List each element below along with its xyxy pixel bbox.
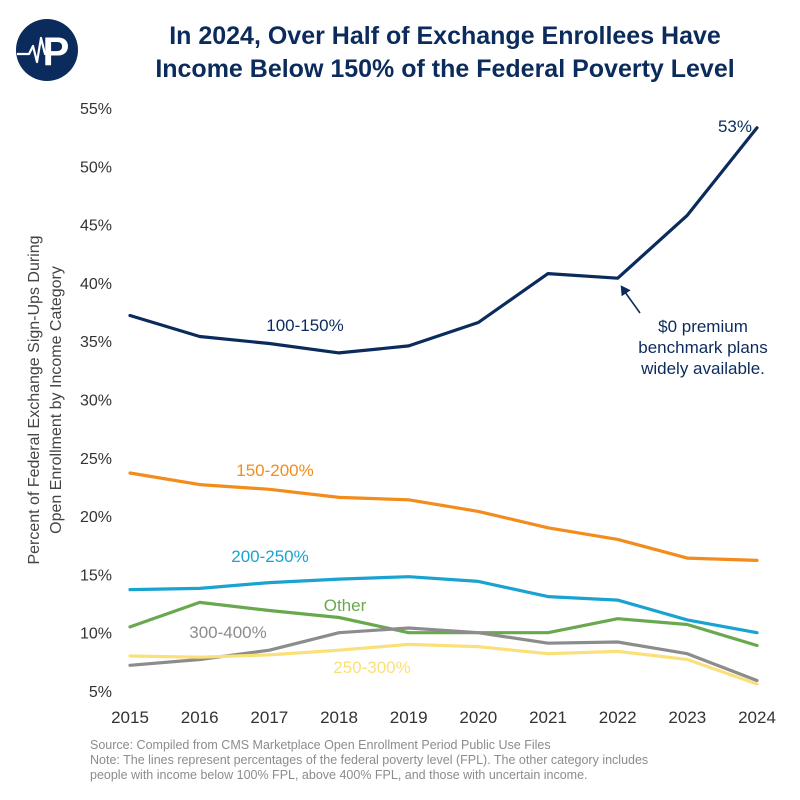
chart-title-line-1: In 2024, Over Half of Exchange Enrollees… — [169, 22, 721, 50]
brand-logo-icon: P — [16, 19, 78, 81]
y-tick-label: 35% — [80, 334, 112, 351]
x-tick-label: 2018 — [320, 708, 358, 727]
series-line — [128, 575, 759, 635]
series-line — [128, 600, 759, 648]
y-tick-label: 20% — [80, 509, 112, 526]
series-label: 250-300% — [333, 658, 411, 677]
series-label: 100-150% — [266, 316, 344, 335]
x-tick-label: 2020 — [459, 708, 497, 727]
premium-annotation-line: widely available. — [640, 359, 765, 378]
annotation-arrow-head — [620, 285, 631, 297]
series-line — [128, 126, 759, 355]
series-label: 200-250% — [231, 547, 309, 566]
fpl-note-line-2: people with income below 100% FPL, above… — [90, 768, 588, 782]
chart-footer: Source: Compiled from CMS Marketplace Op… — [90, 738, 790, 783]
series-label: Other — [324, 596, 367, 615]
chart-title: In 2024, Over Half of Exchange Enrollees… — [110, 20, 780, 86]
y-tick-label: 5% — [89, 684, 112, 701]
x-tick-label: 2021 — [529, 708, 567, 727]
y-axis-label-line: Open Enrollment by Income Category — [48, 266, 65, 534]
y-tick-label: 30% — [80, 393, 112, 410]
chart-title-line-2: Income Below 150% of the Federal Poverty… — [155, 55, 735, 83]
x-tick-label: 2024 — [738, 708, 776, 727]
fpl-note-line-1: Note: The lines represent percentages of… — [90, 753, 649, 767]
annotation-arrow-line — [623, 289, 641, 314]
premium-annotation-line: benchmark plans — [638, 338, 767, 357]
x-tick-label: 2019 — [390, 708, 428, 727]
y-tick-label: 10% — [80, 626, 112, 643]
y-tick-label: 45% — [80, 218, 112, 235]
source-note: Source: Compiled from CMS Marketplace Op… — [90, 738, 551, 752]
series-line — [128, 471, 759, 563]
x-tick-label: 2023 — [668, 708, 706, 727]
y-tick-label: 55% — [80, 101, 112, 118]
y-tick-label: 25% — [80, 451, 112, 468]
y-tick-label: 50% — [80, 159, 112, 176]
series-label: 300-400% — [189, 623, 267, 642]
x-tick-label: 2015 — [111, 708, 149, 727]
x-tick-label: 2017 — [250, 708, 288, 727]
y-tick-label: 15% — [80, 567, 112, 584]
y-tick-label: 40% — [80, 276, 112, 293]
premium-annotation-line: $0 premium — [658, 317, 748, 336]
x-tick-label: 2022 — [599, 708, 637, 727]
x-tick-label: 2016 — [181, 708, 219, 727]
y-axis-label-line: Percent of Federal Exchange Sign-Ups Dur… — [26, 235, 43, 564]
end-value-annotation: 53% — [718, 117, 752, 136]
series-label: 150-200% — [236, 461, 314, 480]
series-line — [128, 642, 759, 686]
logo-letter: P — [43, 30, 70, 74]
